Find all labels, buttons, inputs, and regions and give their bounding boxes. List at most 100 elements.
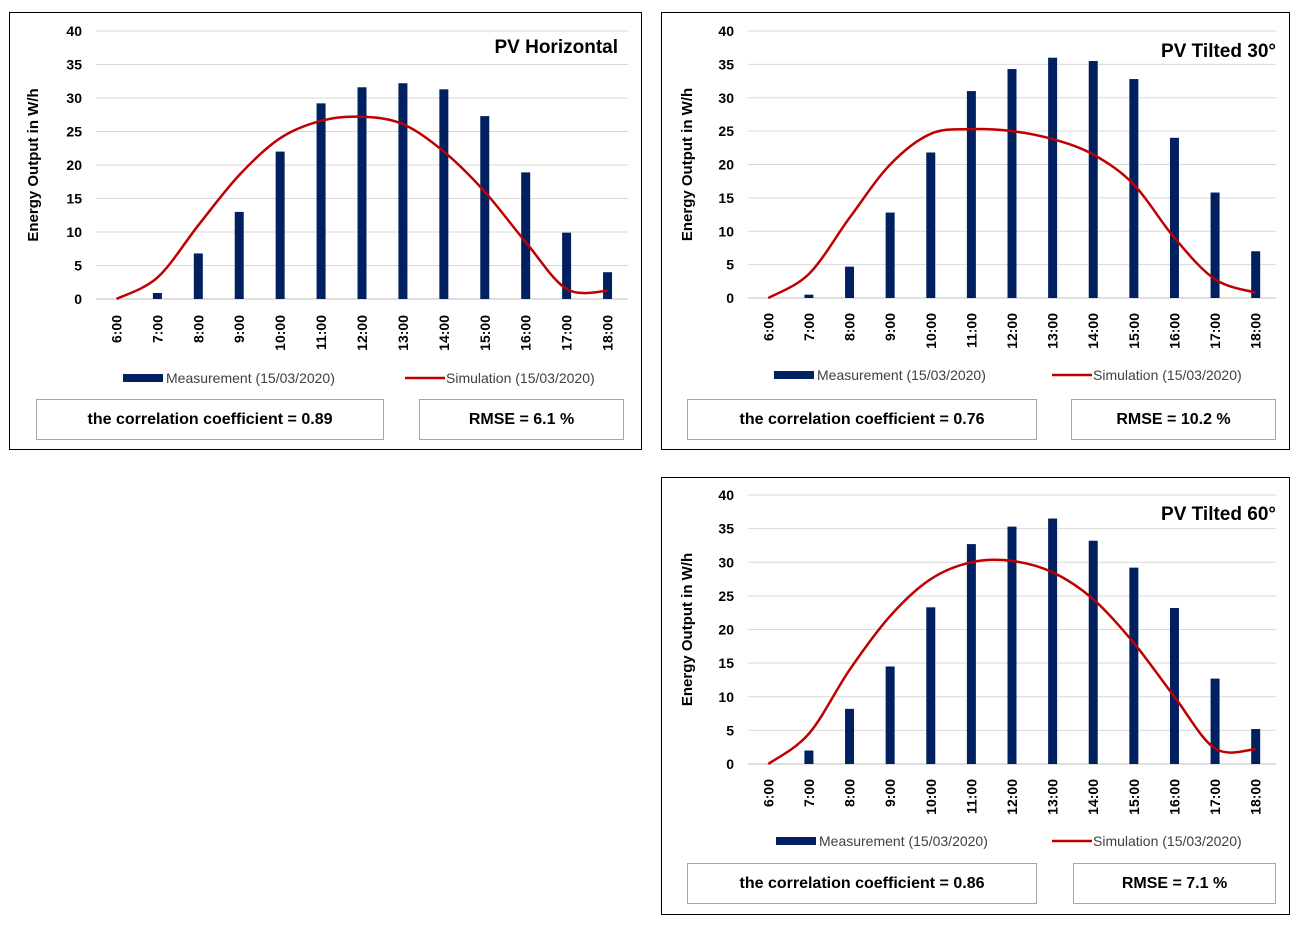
correlation-box: the correlation coefficient = 0.89 bbox=[36, 399, 384, 440]
x-tick-label: 14:00 bbox=[436, 315, 452, 351]
chart-panel-pv-tilted-60: 0 5 10 15 20 25 30 35 40 Energy Output in W/h 6:00… bbox=[661, 477, 1290, 915]
correlation-label: the correlation coefficient = 0.76 bbox=[739, 410, 985, 428]
bar-measurement bbox=[1251, 729, 1261, 764]
x-tick-label: 15:00 bbox=[1126, 313, 1142, 349]
bar-measurement bbox=[1129, 567, 1139, 764]
y-tick-label: 25 bbox=[66, 124, 82, 140]
y-tick-label: 15 bbox=[66, 191, 82, 207]
bar-measurement bbox=[439, 89, 449, 299]
y-tick-label: 10 bbox=[718, 223, 734, 239]
x-tick-label: 6:00 bbox=[108, 315, 124, 343]
bar-measurement bbox=[1169, 607, 1179, 764]
y-tick-label: 20 bbox=[718, 157, 734, 173]
x-tick-label: 18:00 bbox=[600, 315, 616, 351]
chart-title: PV Tilted 30° bbox=[1161, 41, 1276, 62]
bar-measurement bbox=[885, 666, 895, 764]
bar-measurement bbox=[804, 294, 814, 298]
x-tick-label: 6:00 bbox=[760, 313, 776, 341]
x-tick-label: 8:00 bbox=[842, 313, 858, 341]
legend-label-simulation: Simulation (15/03/2020) bbox=[1093, 833, 1242, 849]
x-tick-label: 17:00 bbox=[1207, 779, 1223, 815]
x-tick-label: 18:00 bbox=[1248, 779, 1264, 815]
y-axis-label: Energy Output in W/h bbox=[679, 553, 696, 706]
bar-measurement bbox=[1088, 540, 1098, 764]
legend-label-measurement: Measurement (15/03/2020) bbox=[166, 370, 335, 386]
y-tick-label: 20 bbox=[718, 622, 734, 638]
bar-measurement bbox=[926, 607, 936, 764]
x-tick-label: 14:00 bbox=[1085, 779, 1101, 815]
y-tick-label: 15 bbox=[718, 655, 734, 671]
x-tick-label: 9:00 bbox=[882, 779, 898, 807]
x-tick-label: 7:00 bbox=[801, 779, 817, 807]
x-tick-label: 7:00 bbox=[801, 313, 817, 341]
x-tick-label: 13:00 bbox=[1045, 313, 1061, 349]
x-tick-label: 11:00 bbox=[963, 313, 979, 348]
chart-svg: 0 5 10 15 20 25 30 35 40 Energy Output in W/h 6:00… bbox=[679, 487, 1276, 849]
bar-measurement bbox=[966, 544, 976, 764]
chart-panel-pv-horizontal: 0 5 10 15 20 25 30 35 40 Energy Output in W/h 6:00… bbox=[9, 12, 642, 450]
y-tick-label: 25 bbox=[718, 123, 734, 139]
y-tick-label: 40 bbox=[718, 487, 734, 503]
x-tick-label: 7:00 bbox=[149, 315, 165, 343]
bar-measurement bbox=[193, 253, 203, 299]
x-tick-label: 16:00 bbox=[1166, 313, 1182, 349]
y-tick-label: 5 bbox=[726, 257, 734, 273]
x-tick-label: 15:00 bbox=[477, 315, 493, 351]
chart-title: PV Horizontal bbox=[494, 37, 618, 58]
y-tick-label: 35 bbox=[718, 56, 734, 72]
legend-label-simulation: Simulation (15/03/2020) bbox=[1093, 367, 1242, 383]
bar-measurement bbox=[845, 266, 855, 298]
bar-measurement bbox=[357, 87, 367, 299]
x-tick-label: 13:00 bbox=[395, 315, 411, 351]
bar-measurement bbox=[1210, 192, 1220, 298]
y-tick-label: 10 bbox=[66, 224, 82, 240]
legend-label-measurement: Measurement (15/03/2020) bbox=[819, 833, 988, 849]
x-tick-label: 6:00 bbox=[760, 779, 776, 807]
bar-measurement bbox=[1088, 61, 1098, 298]
legend-label-simulation: Simulation (15/03/2020) bbox=[446, 370, 595, 386]
rmse-label: RMSE = 6.1 % bbox=[468, 410, 575, 428]
y-axis-label: Energy Output in W/h bbox=[25, 88, 42, 241]
y-tick-label: 0 bbox=[74, 291, 82, 307]
x-tick-label: 10:00 bbox=[272, 315, 288, 351]
x-tick-label: 18:00 bbox=[1248, 313, 1264, 349]
legend-swatch-measurement bbox=[776, 837, 816, 845]
y-tick-label: 35 bbox=[66, 57, 82, 73]
legend-swatch-measurement bbox=[774, 371, 814, 379]
bar-measurement bbox=[275, 151, 285, 299]
bar-measurement bbox=[562, 232, 572, 299]
x-tick-label: 16:00 bbox=[518, 315, 534, 351]
bar-measurement bbox=[1007, 69, 1017, 298]
rmse-label: RMSE = 7.1 % bbox=[1121, 874, 1228, 892]
bar-measurement bbox=[1169, 137, 1179, 298]
simulation-line bbox=[115, 115, 608, 301]
rmse-box: RMSE = 7.1 % bbox=[1073, 863, 1276, 904]
bar-measurement bbox=[603, 272, 613, 299]
y-axis-label: Energy Output in W/h bbox=[679, 88, 696, 241]
x-tick-label: 10:00 bbox=[923, 313, 939, 349]
bar-measurement bbox=[316, 103, 326, 299]
y-tick-label: 5 bbox=[726, 722, 734, 738]
y-tick-label: 30 bbox=[718, 554, 734, 570]
x-tick-label: 17:00 bbox=[559, 315, 575, 351]
x-tick-label: 12:00 bbox=[354, 315, 370, 351]
bar-measurement bbox=[521, 172, 531, 299]
y-tick-label: 30 bbox=[718, 90, 734, 106]
y-tick-label: 0 bbox=[726, 290, 734, 306]
rmse-box: RMSE = 10.2 % bbox=[1071, 399, 1276, 440]
correlation-label: the correlation coefficient = 0.86 bbox=[739, 874, 985, 892]
x-tick-label: 10:00 bbox=[923, 779, 939, 815]
bar-measurement bbox=[804, 750, 814, 764]
x-tick-label: 12:00 bbox=[1004, 313, 1020, 349]
x-tick-label: 16:00 bbox=[1166, 779, 1182, 815]
x-tick-label: 9:00 bbox=[231, 315, 247, 343]
x-tick-label: 8:00 bbox=[190, 315, 206, 343]
x-tick-label: 11:00 bbox=[963, 779, 979, 814]
simulation-line bbox=[767, 558, 1256, 766]
chart-title: PV Tilted 60° bbox=[1161, 504, 1276, 525]
bar-measurement bbox=[966, 91, 976, 298]
chart-panel-pv-tilted-30: 0 5 10 15 20 25 30 35 40 Energy Output in W/h 6:00… bbox=[661, 12, 1290, 450]
chart-svg: 0 5 10 15 20 25 30 35 40 Energy Output in W/h 6:00… bbox=[679, 23, 1276, 383]
bar-measurement bbox=[845, 708, 855, 764]
bar-measurement bbox=[885, 212, 895, 298]
